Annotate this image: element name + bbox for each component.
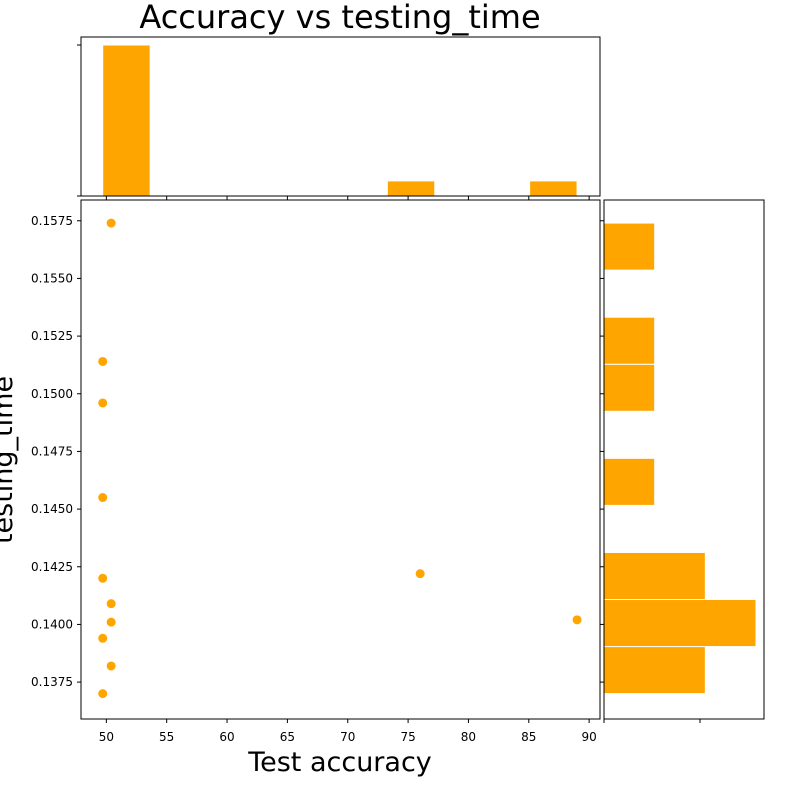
y-tick-label: 0.1425	[31, 560, 73, 574]
right-hist-bar	[603, 646, 706, 695]
y-tick-label: 0.1400	[31, 617, 73, 631]
scatter-point	[98, 398, 108, 408]
x-tick-label: 85	[521, 730, 536, 744]
scatter-point	[98, 493, 108, 503]
scatter-point	[98, 633, 108, 643]
scatter-point	[572, 615, 582, 625]
x-tick-label: 90	[581, 730, 596, 744]
scatter-point	[106, 617, 116, 627]
right-hist-bar	[603, 316, 656, 365]
y-tick-label: 0.1375	[31, 675, 73, 689]
y-tick-label: 0.1575	[31, 214, 73, 228]
top-hist-bar	[529, 180, 578, 197]
right-hist-bar	[603, 363, 656, 412]
y-tick-label: 0.1475	[31, 444, 73, 458]
top-hist-frame	[80, 36, 601, 197]
x-tick-label: 80	[461, 730, 476, 744]
x-tick-label: 55	[159, 730, 174, 744]
right-hist-bar	[603, 457, 656, 506]
right-histogram	[600, 199, 765, 723]
y-tick-label: 0.1525	[31, 329, 73, 343]
y-tick-label: 0.1500	[31, 387, 73, 401]
top-histogram	[77, 36, 601, 200]
scatter-point	[98, 573, 108, 583]
scatter-point	[415, 569, 425, 579]
y-tick-label: 0.1550	[31, 271, 73, 285]
scatter-point	[106, 218, 116, 228]
main-plot-frame	[80, 199, 601, 720]
scatter-point	[106, 599, 116, 609]
right-hist-frame	[603, 199, 765, 720]
x-axis-label: Test accuracy	[247, 747, 432, 778]
x-tick-label: 50	[99, 730, 114, 744]
scatter-point	[98, 356, 108, 366]
x-tick-label: 60	[219, 730, 234, 744]
right-hist-bar	[603, 599, 757, 648]
top-hist-bar	[102, 44, 151, 197]
top-hist-bar	[386, 180, 436, 197]
right-hist-bar	[603, 551, 706, 601]
scatter-point	[106, 661, 116, 671]
x-tick-label: 75	[400, 730, 415, 744]
main-scatter-plot: 50 55 60 65 70 75 80 85 90 0.1375 0.1400 0.1425 0.14…	[31, 199, 601, 744]
chart-title: Accuracy vs testing_time	[139, 0, 540, 36]
right-hist-bar	[603, 222, 656, 271]
x-tick-label: 65	[280, 730, 295, 744]
scatter-point	[98, 689, 108, 699]
y-tick-label: 0.1450	[31, 502, 73, 516]
x-tick-label: 70	[340, 730, 355, 744]
y-axis-label: testing_time	[0, 376, 19, 544]
